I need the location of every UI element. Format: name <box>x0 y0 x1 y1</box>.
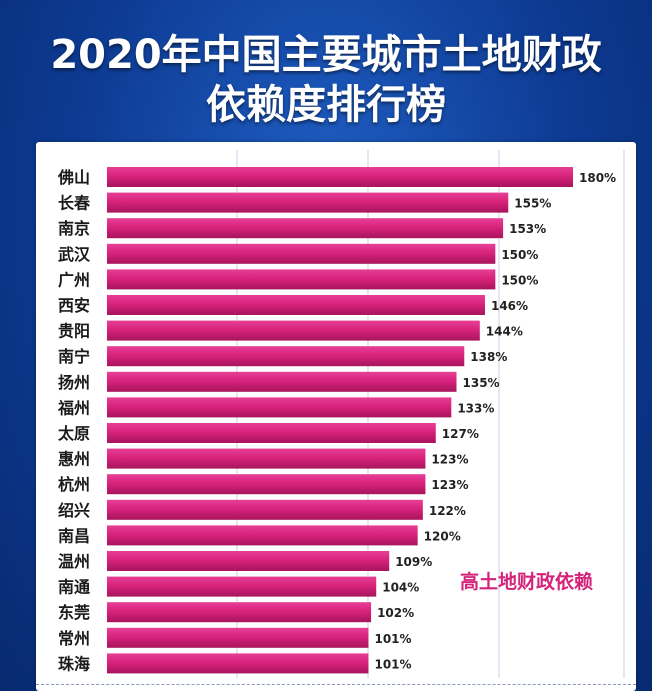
category-label: 太原 <box>57 424 90 443</box>
value-label: 135% <box>463 376 500 390</box>
bar <box>107 218 504 239</box>
value-label: 155% <box>514 197 551 211</box>
category-label: 长春 <box>58 194 91 213</box>
value-label: 123% <box>431 478 468 492</box>
value-label: 104% <box>382 581 419 595</box>
bar <box>107 269 496 290</box>
category-label: 东莞 <box>58 603 90 622</box>
bar <box>107 525 418 546</box>
bar <box>107 576 377 597</box>
value-label: 122% <box>429 504 466 518</box>
value-label: 133% <box>457 401 494 415</box>
high-dependency-annotation: 高土地财政依赖 <box>460 571 594 593</box>
bar <box>107 346 465 367</box>
value-label: 146% <box>491 299 528 313</box>
category-label: 武汉 <box>58 245 91 264</box>
category-label: 珠海 <box>58 654 90 673</box>
value-label: 150% <box>501 273 538 287</box>
category-label: 扬州 <box>58 373 90 392</box>
value-label: 101% <box>374 632 411 646</box>
title-line-2: 依赖度排行榜 <box>206 82 446 128</box>
value-label: 123% <box>431 453 468 467</box>
bar <box>107 167 573 187</box>
chart-title: 2020年中国主要城市土地财政 依赖度排行榜 <box>0 30 652 130</box>
value-label: 101% <box>374 657 411 671</box>
bar <box>107 653 369 674</box>
category-label: 西安 <box>58 296 90 315</box>
bar <box>107 371 457 392</box>
bar <box>107 320 480 341</box>
value-label: 153% <box>509 222 546 236</box>
category-label: 南京 <box>58 219 90 238</box>
category-label: 佛山 <box>57 168 90 187</box>
value-label: 102% <box>377 606 414 620</box>
title-line-1: 2020年中国主要城市土地财政 <box>50 32 602 78</box>
value-label: 120% <box>424 529 461 543</box>
bar <box>107 474 426 495</box>
bar <box>107 295 485 315</box>
bar <box>107 397 452 418</box>
category-label: 福州 <box>57 398 90 417</box>
value-label: 144% <box>486 325 523 339</box>
category-label: 广州 <box>58 270 90 289</box>
value-label: 180% <box>579 171 616 185</box>
category-label: 贵阳 <box>58 322 90 341</box>
value-label: 127% <box>442 427 479 441</box>
value-label: 109% <box>395 555 432 569</box>
category-label: 绍兴 <box>58 501 90 520</box>
bar <box>107 243 496 264</box>
value-label: 138% <box>470 350 507 364</box>
category-label: 南昌 <box>58 526 90 545</box>
category-label: 南通 <box>58 578 90 597</box>
bar <box>107 192 509 213</box>
bar <box>107 499 423 520</box>
category-label: 南宁 <box>58 347 90 366</box>
category-label: 杭州 <box>58 475 90 494</box>
bar <box>107 627 369 648</box>
value-label: 150% <box>501 248 538 262</box>
bottom-dashed-rule <box>36 684 636 685</box>
bar <box>107 448 426 469</box>
category-label: 常州 <box>58 629 90 648</box>
category-label: 惠州 <box>58 450 90 469</box>
bar <box>107 423 436 443</box>
bar <box>107 551 390 571</box>
category-label: 温州 <box>57 552 90 571</box>
bar <box>107 602 372 623</box>
